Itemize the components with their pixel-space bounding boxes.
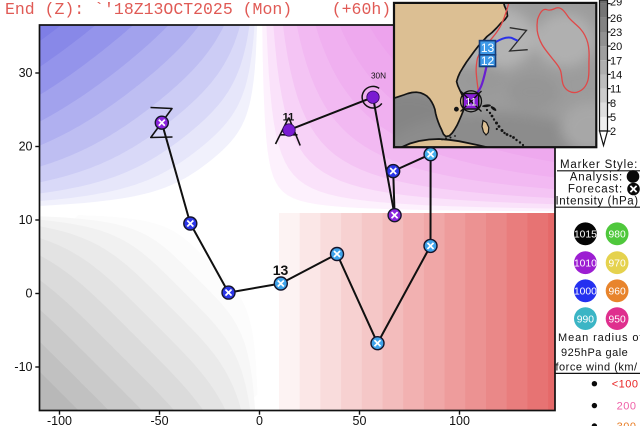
svg-text:13: 13 — [273, 262, 289, 278]
svg-text:17: 17 — [610, 55, 622, 67]
svg-text:30N: 30N — [371, 72, 386, 81]
svg-text:<100: <100 — [612, 379, 639, 391]
svg-text:-100: -100 — [47, 414, 72, 426]
svg-text:20: 20 — [19, 140, 33, 154]
svg-text:925hPa gale: 925hPa gale — [561, 347, 628, 359]
svg-text:20: 20 — [610, 41, 622, 53]
svg-text:0: 0 — [256, 414, 263, 426]
svg-text:2: 2 — [610, 126, 616, 138]
svg-text:29: 29 — [610, 0, 622, 9]
svg-text:1010: 1010 — [574, 258, 597, 269]
svg-text:5: 5 — [610, 112, 616, 124]
svg-text:960: 960 — [609, 287, 626, 298]
svg-text:990: 990 — [577, 314, 594, 325]
svg-text:Mean radius of: Mean radius of — [558, 332, 640, 344]
svg-text:12: 12 — [481, 54, 495, 68]
svg-text:Analysis:: Analysis: — [570, 171, 623, 183]
svg-text:Marker Style:: Marker Style: — [560, 159, 638, 171]
svg-text:10: 10 — [19, 213, 33, 227]
svg-text:100: 100 — [449, 414, 470, 426]
svg-text:23: 23 — [610, 27, 622, 39]
svg-text:11: 11 — [283, 112, 295, 124]
svg-text:8: 8 — [610, 98, 616, 110]
svg-text:200: 200 — [617, 401, 637, 413]
svg-text:30: 30 — [19, 66, 33, 80]
svg-text:Intensity (hPa): Intensity (hPa) — [556, 196, 639, 208]
svg-text:970: 970 — [609, 258, 626, 269]
svg-text:14: 14 — [610, 70, 622, 82]
svg-text:0: 0 — [26, 287, 33, 301]
svg-text:11: 11 — [610, 84, 621, 96]
svg-text:1015: 1015 — [574, 230, 597, 241]
svg-text:50: 50 — [353, 414, 367, 426]
svg-text:force wind (km/: force wind (km/ — [556, 362, 639, 374]
svg-text:300: 300 — [617, 421, 637, 426]
svg-text:950: 950 — [609, 314, 626, 325]
svg-text:1000: 1000 — [574, 287, 597, 298]
svg-text:11: 11 — [465, 96, 476, 108]
svg-text:End (Z): `'18Z13OCT2025 (Mon): End (Z): `'18Z13OCT2025 (Mon) (+60h) — [5, 0, 391, 19]
svg-text:980: 980 — [609, 230, 626, 241]
svg-text:Forecast:: Forecast: — [568, 184, 623, 196]
svg-text:-50: -50 — [150, 414, 168, 426]
svg-text:26: 26 — [610, 13, 622, 25]
svg-text:13: 13 — [481, 41, 495, 55]
svg-text:-10: -10 — [14, 360, 32, 374]
